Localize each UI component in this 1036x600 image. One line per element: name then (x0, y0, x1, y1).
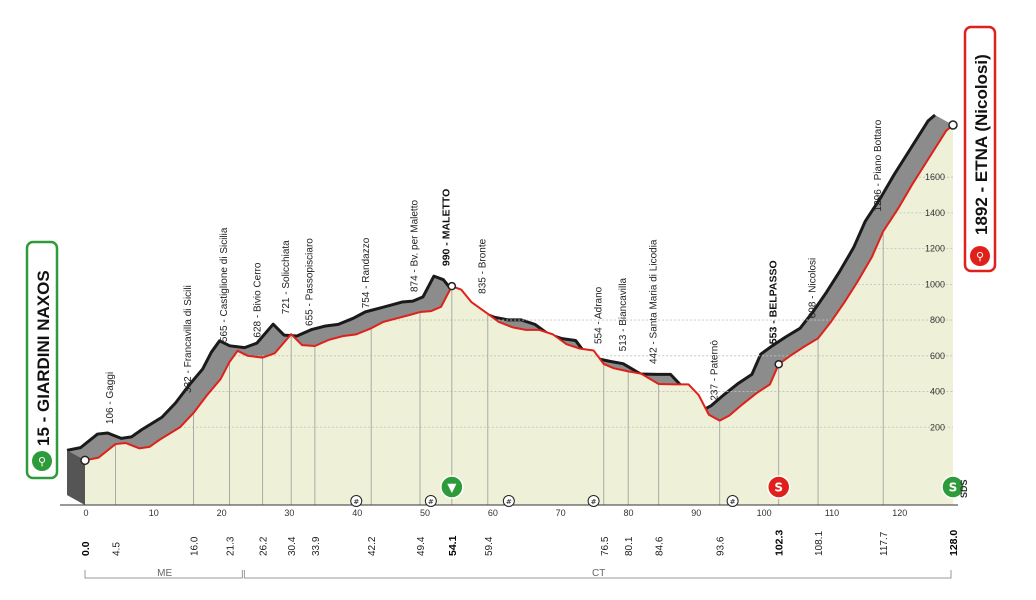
km-marker-label: 59.4 (484, 536, 495, 556)
x-tick-label: 110 (825, 508, 839, 518)
km-marker-label: 93.6 (716, 536, 727, 556)
x-tick-label: 10 (149, 508, 159, 518)
finish-label: 1892 - ETNA (Nicolosi) (972, 54, 991, 235)
start-bike-icon: ⚲ (38, 455, 46, 468)
start-label: 15 - GIARDINI NAXOS (34, 270, 53, 446)
km-marker-label: 108.1 (814, 531, 825, 556)
gpm-marker (440, 475, 464, 499)
point-label: 990 - MALETTO (440, 189, 452, 266)
x-tick-label: 60 (488, 508, 498, 518)
km-marker-label: 16.0 (190, 536, 201, 556)
x-tick-label: 120 (892, 508, 907, 518)
start-point-dot (80, 455, 90, 466)
point-label: 655 - Passopisciaro (304, 238, 315, 326)
profile-ridge-shadow (66, 113, 953, 505)
gpm-marker-glyph: ▼ (447, 481, 457, 495)
km-marker-label: 49.4 (416, 536, 427, 556)
y-tick-label: 1400 (925, 208, 945, 218)
point-label: 553 - BELPASSO (767, 260, 779, 344)
finish-badge: 1892 - ETNA (Nicolosi) ⚲ (963, 25, 997, 273)
maletto-dot (447, 281, 457, 291)
km-marker-label: 21.3 (225, 536, 236, 556)
x-tick-label: 30 (284, 508, 294, 518)
finish-marker-glyph: S (949, 481, 958, 495)
finish-point-dot (948, 120, 958, 130)
province-bracket (243, 570, 952, 579)
profile-grid: 200 400 600 800 1000 1200 1400 1600 (115, 172, 953, 505)
finish-bike-icon: ⚲ (976, 250, 984, 263)
ridge-top-line (66, 113, 936, 452)
point-label: 442 - Santa Maria di Licodia (648, 239, 659, 364)
point-labels: 106 - Gaggi 332 - Francavilla di Sicili 56… (105, 119, 884, 424)
km-marker-label: 84.6 (655, 536, 666, 556)
x-tick-label: 40 (352, 508, 362, 518)
x-tick-label: 100 (757, 508, 772, 518)
point-label: 754 - Randazzo (361, 237, 372, 308)
km-marker-label: 26.2 (259, 536, 270, 556)
km-axis: 0 10 20 30 40 50 60 70 80 90 100 110 120 0.0 4.5 16.0 21… (80, 508, 960, 579)
feed-zone-icon (502, 495, 515, 507)
point-label: 835 - Bronte (477, 238, 488, 293)
y-tick-label: 200 (930, 422, 945, 432)
point-label: 106 - Gaggi (105, 372, 116, 424)
feed-zone-glyph: # (428, 498, 434, 506)
km-marker-label: 128.0 (948, 530, 960, 556)
start-badge: 15 - GIARDINI NAXOS ⚲ (25, 240, 59, 480)
point-label: 698 - Nicolosi (808, 258, 819, 319)
province-label: ME (157, 568, 172, 579)
feed-zone-glyph: # (506, 498, 512, 506)
sprint-marker (766, 475, 791, 499)
km-marker-label: 80.1 (624, 536, 635, 556)
y-tick-label: 800 (930, 315, 945, 325)
km-marker-label: 30.4 (287, 536, 298, 556)
y-tick-label: 1600 (925, 172, 945, 182)
feed-zone-icon (726, 495, 739, 507)
y-tick-label: 1000 (925, 279, 945, 289)
point-label: 237 - Paternò (709, 340, 720, 401)
y-tick-label: 400 (930, 387, 945, 397)
km-marker-label: 102.3 (774, 530, 786, 556)
feed-zone-glyph: # (730, 498, 736, 506)
sds-label: SDS (959, 479, 969, 498)
province-label: CT (592, 568, 605, 579)
feed-zone-glyph: # (591, 498, 597, 506)
km-marker-label: 54.1 (447, 535, 459, 556)
sprint-marker-glyph: S (774, 481, 783, 495)
point-label: 513 - Biancavilla (618, 278, 629, 352)
km-marker-label: 4.5 (112, 542, 123, 556)
km-marker-label: 76.5 (600, 536, 611, 556)
x-tick-label: 0 (83, 508, 88, 518)
route-markers: # # # # #▼ S S SDS (350, 475, 969, 507)
y-tick-label: 1200 (925, 244, 945, 254)
km-marker-label: 42.2 (367, 536, 378, 556)
province-bracket (84, 570, 243, 579)
x-tick-label: 80 (623, 508, 633, 518)
x-tick-label: 70 (556, 508, 566, 518)
finish-marker (941, 475, 965, 499)
x-tick-label: 50 (420, 508, 430, 518)
point-label: 721 - Solicchiata (281, 240, 292, 314)
km-marker-label: 117.7 (879, 531, 890, 556)
feed-zone-icon (350, 495, 363, 507)
feed-zone-glyph: # (353, 498, 359, 506)
km-marker-label: 33.9 (311, 536, 322, 556)
point-label: 628 - Bivio Cerro (252, 262, 263, 337)
point-label: 1296 - Piano Bottaro (873, 119, 884, 211)
x-tick-label: 90 (691, 508, 701, 518)
feed-zone-icon (424, 495, 437, 507)
km-marker-label: 0.0 (80, 541, 92, 556)
feed-zone-icon (587, 495, 600, 507)
point-label: 554 - Adrano (593, 286, 604, 344)
x-tick-label: 20 (217, 508, 227, 518)
ridge-face (67, 115, 953, 505)
y-tick-label: 600 (930, 351, 945, 361)
point-label: 874 - Bv. per Maletto (410, 200, 421, 293)
belpasso-dot (774, 359, 783, 369)
ridge-start-face (67, 450, 85, 505)
point-label: 332 - Francavilla di Sicili (183, 285, 194, 393)
point-label: 565 - Castiglione di Sicilia (219, 227, 230, 342)
profile-line-path (84, 124, 954, 462)
